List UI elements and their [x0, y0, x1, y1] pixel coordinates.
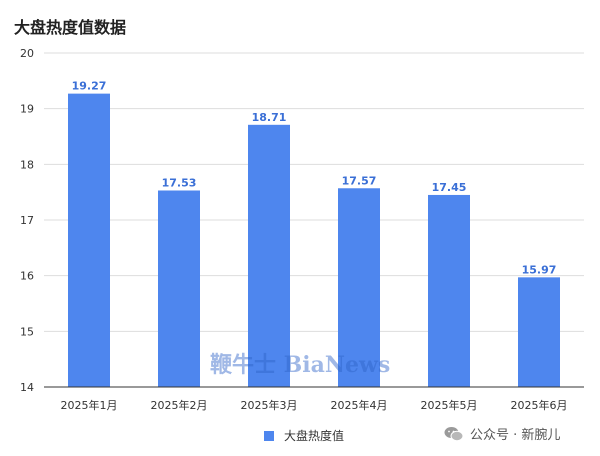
x-axis-ticks: 2025年1月 2025年2月 2025年3月 2025年4月 2025年5月 2025年…	[61, 398, 568, 412]
data-label: 19.27	[72, 80, 107, 93]
data-label: 17.57	[342, 174, 377, 187]
x-tick-label: 2025年1月	[61, 398, 118, 412]
data-label: 17.53	[162, 176, 197, 189]
y-tick-label: 19	[20, 103, 34, 116]
chart-title: 大盘热度值数据	[14, 18, 127, 37]
y-tick-label: 20	[20, 47, 34, 60]
bar	[158, 190, 200, 387]
grid-lines	[44, 52, 584, 332]
bars	[68, 93, 560, 388]
x-tick-label: 2025年6月	[511, 398, 568, 412]
x-tick-label: 2025年2月	[151, 398, 208, 412]
account-tag: 公众号 · 新腕儿	[444, 424, 560, 443]
bar	[248, 124, 290, 387]
watermark: 鞭牛士 BiaNews	[210, 352, 391, 378]
y-axis-ticks: 14 15 16 17 18 19 20	[20, 47, 34, 394]
y-tick-label: 18	[20, 158, 34, 171]
legend-label: 大盘热度值	[284, 429, 345, 443]
data-labels: 19.27 17.53 18.71 17.57 17.45 15.97	[72, 80, 557, 277]
y-tick-label: 14	[20, 381, 34, 394]
account-label: 公众号 · 新腕儿	[470, 428, 561, 443]
x-tick-label: 2025年3月	[241, 398, 298, 412]
x-tick-label: 2025年4月	[331, 398, 388, 412]
bar	[68, 93, 110, 388]
x-tick-label: 2025年5月	[421, 398, 478, 412]
wechat-icon	[444, 426, 464, 441]
y-tick-label: 16	[20, 270, 34, 283]
y-tick-label: 15	[20, 325, 34, 338]
data-label: 15.97	[522, 263, 557, 276]
data-label: 17.45	[432, 181, 467, 194]
legend-swatch	[264, 430, 274, 441]
bar	[518, 277, 560, 387]
data-label: 18.71	[252, 111, 287, 124]
bar	[428, 194, 470, 387]
y-tick-label: 17	[20, 214, 34, 227]
legend: 大盘热度值	[264, 427, 344, 444]
bar	[338, 188, 380, 387]
